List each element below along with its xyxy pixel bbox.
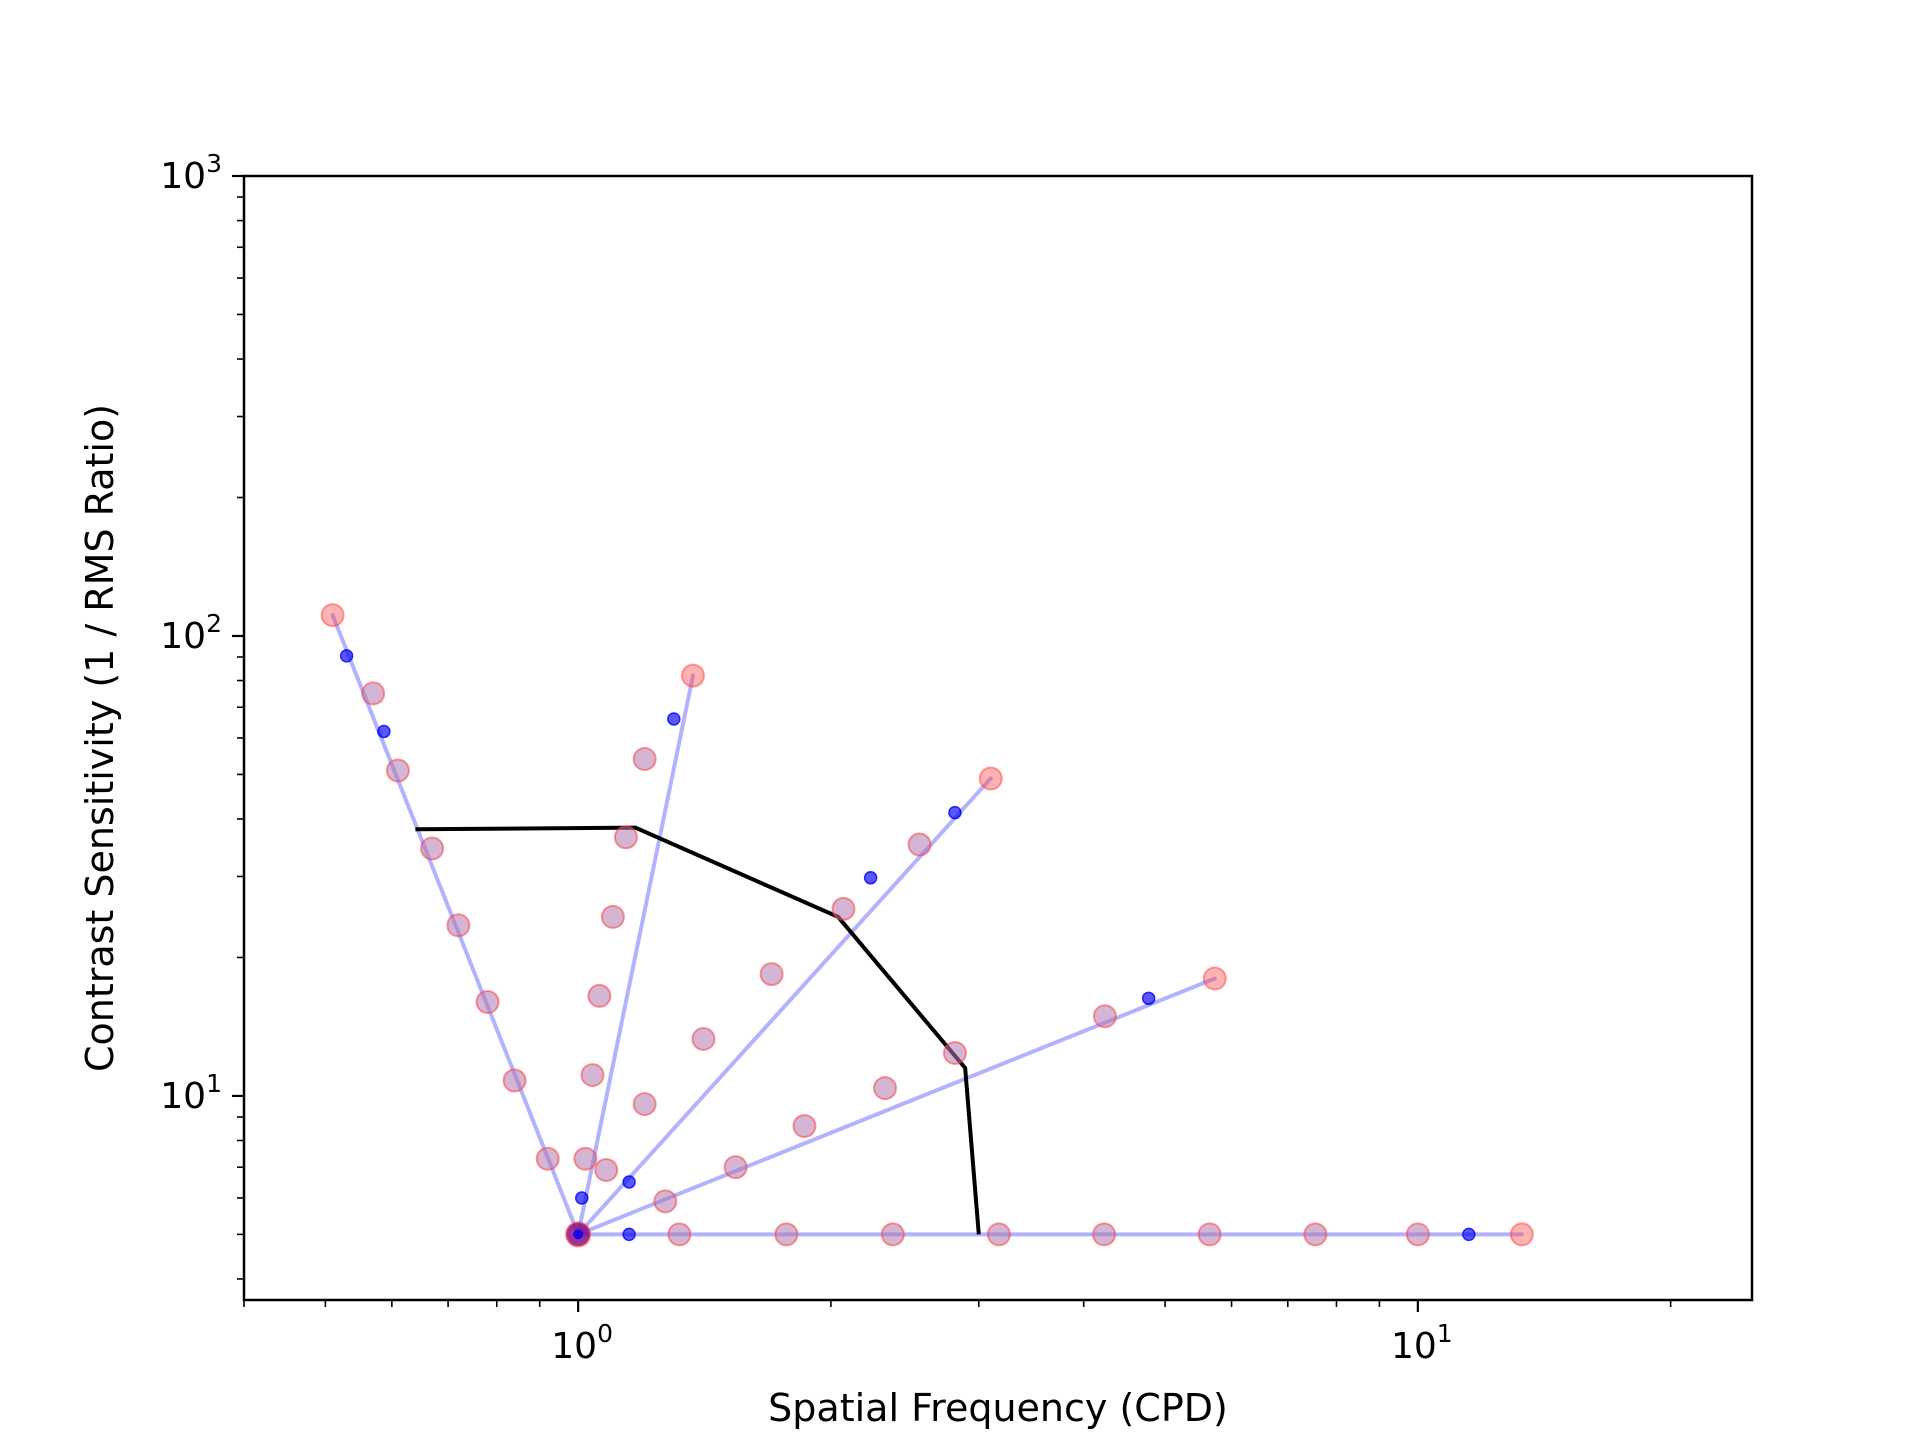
ray-1-blue-point-1	[339, 649, 354, 663]
ray-3-blue-point-1	[863, 871, 878, 885]
y-tick-label: 103	[160, 149, 222, 197]
ray-5-point-8	[1405, 1222, 1430, 1247]
ray-5-point-1	[667, 1222, 692, 1247]
ray-4-point-2	[723, 1155, 748, 1180]
ray-2-point-4	[600, 904, 625, 929]
ray-line-2	[576, 673, 695, 1237]
ray-4-point-6	[1092, 1004, 1117, 1029]
ray-4-blue-point-2	[1141, 991, 1156, 1006]
ray-5-end-point-1	[1509, 1222, 1534, 1247]
ray-2-blue-point-2	[667, 712, 681, 726]
ray-5-point-6	[1197, 1222, 1222, 1247]
ray-4-blue-point-1	[622, 1175, 636, 1189]
ray-3-end-point-1	[978, 766, 1003, 791]
y-axis-label: Contrast Sensitivity (1 / RMS Ratio)	[78, 404, 122, 1072]
ray-1-point-1	[535, 1146, 560, 1171]
ray-2-point-6	[632, 747, 657, 772]
ray-1-point-7	[361, 681, 386, 706]
ray-5-point-3	[880, 1222, 905, 1247]
ray-1-end-point-1	[320, 603, 345, 628]
ray-3-point-3	[691, 1026, 716, 1051]
ray-3-point-6	[907, 832, 932, 857]
ray-4-point-1	[653, 1189, 678, 1214]
ray-3-point-2	[632, 1092, 657, 1117]
ray-5-blue-point-2	[1462, 1227, 1476, 1242]
y-tick-label: 102	[160, 609, 222, 657]
ray-5-point-4	[986, 1222, 1011, 1247]
ray-4-point-4	[873, 1076, 898, 1101]
ray-3-blue-point-2	[948, 805, 962, 820]
ray-2-point-1	[573, 1146, 598, 1171]
ray-1-point-6	[385, 758, 410, 783]
x-tick-label: 100	[551, 1319, 613, 1367]
plot-area	[320, 603, 1534, 1248]
ray-2-point-3	[587, 983, 612, 1008]
ray-3-point-4	[759, 962, 784, 987]
x-axis-label: Spatial Frequency (CPD)	[768, 1386, 1228, 1430]
ray-5-point-7	[1303, 1222, 1328, 1247]
ray-5-blue-point-1	[622, 1227, 636, 1242]
ray-4-point-5	[942, 1040, 967, 1065]
ray-5-point-2	[774, 1222, 799, 1247]
ray-4-point-3	[792, 1114, 817, 1139]
ray-2-point-2	[580, 1063, 605, 1088]
ray-4-end-point-1	[1202, 966, 1227, 991]
x-tick-label: 101	[1391, 1319, 1453, 1367]
ray-2-point-5	[613, 825, 638, 850]
ray-1-point-2	[502, 1068, 527, 1093]
ray-3-point-1	[594, 1158, 619, 1183]
axes: 100 101 101 102 103	[160, 149, 1672, 1367]
origin-center-point	[573, 1229, 584, 1240]
ray-2-end-point-1	[680, 663, 705, 688]
ray-3-point-5	[831, 896, 856, 921]
ray-5-point-5	[1092, 1222, 1117, 1247]
ray-2-blue-point-1	[575, 1191, 589, 1205]
ray-1-blue-point-2	[377, 724, 391, 739]
y-tick-label: 101	[160, 1069, 222, 1117]
ray-1-point-4	[446, 913, 471, 938]
ray-1-point-5	[420, 836, 445, 861]
ray-1-point-3	[475, 990, 500, 1015]
